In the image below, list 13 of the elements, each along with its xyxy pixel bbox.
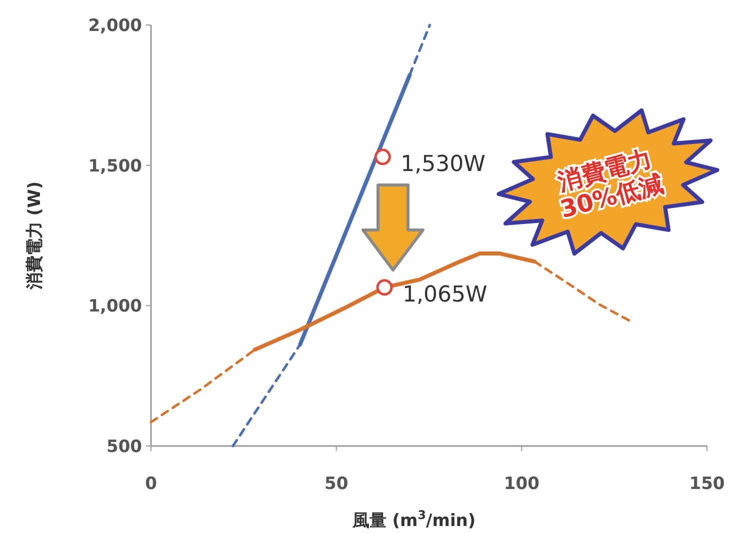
y-tick-label: 1,000: [88, 296, 142, 317]
data-label: 1,065W: [402, 282, 488, 308]
x-tick-label: 0: [145, 474, 158, 494]
y-tick-label: 2,000: [88, 16, 142, 36]
x-tick-label: 100: [504, 474, 540, 494]
y-axis-title: 消費電力 (W): [25, 181, 45, 291]
annotation: 消費電力 30%低減: [554, 144, 666, 224]
y-tick-label: 1,500: [88, 156, 142, 176]
x-tick-label: 50: [324, 474, 348, 494]
y-tick-label: 500: [106, 437, 142, 457]
data-label: 1,530W: [400, 152, 486, 177]
x-tick-label: 150: [689, 474, 725, 494]
x-axis-title: 風量 (m$^{3}$/min): [351, 508, 476, 531]
